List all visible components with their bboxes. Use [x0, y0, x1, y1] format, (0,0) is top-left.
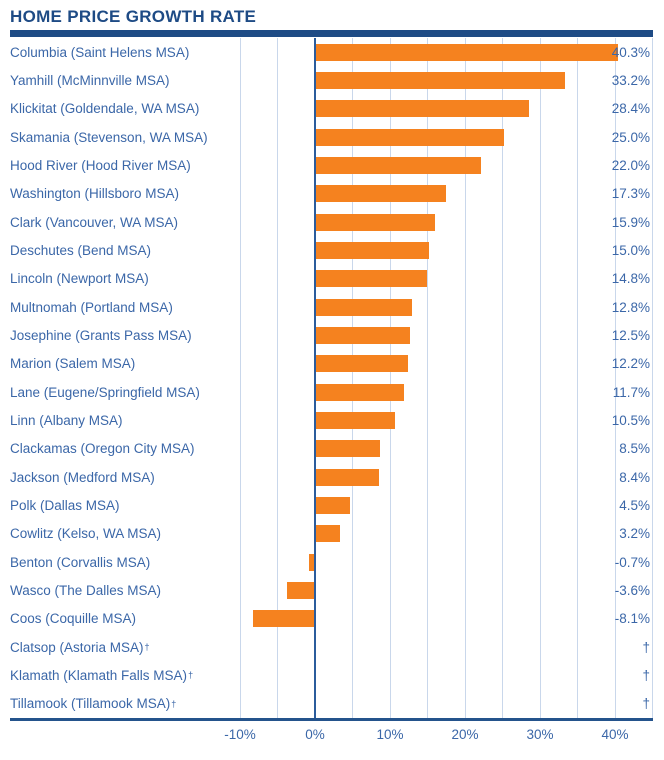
bar: [316, 100, 529, 118]
category-label: Jackson (Medford MSA): [10, 469, 155, 485]
category-label: Polk (Dallas MSA): [10, 497, 120, 513]
category-label: Hood River (Hood River MSA): [10, 157, 191, 173]
value-label: †: [642, 667, 650, 683]
category-label: Lane (Eugene/Springfield MSA): [10, 384, 200, 400]
gridline--10pct: [239, 38, 241, 718]
value-label: 33.2%: [611, 72, 650, 88]
value-label: 14.8%: [611, 271, 650, 287]
value-label: -0.7%: [614, 554, 650, 570]
category-label: Multnomah (Portland MSA): [10, 299, 173, 315]
value-label: 11.7%: [612, 384, 650, 400]
bar: [316, 411, 395, 429]
bar: [316, 326, 410, 344]
category-label: Lincoln (Newport MSA): [10, 271, 149, 287]
value-label: 8.4%: [619, 469, 650, 485]
bar: [253, 610, 314, 628]
gridline--5pct: [277, 38, 278, 718]
value-label: 3.2%: [619, 526, 650, 542]
bottom-axis-line: [10, 718, 653, 721]
value-label: 15.0%: [611, 242, 650, 258]
category-label: Clark (Vancouver, WA MSA): [10, 214, 179, 230]
category-label: Columbia (Saint Helens MSA): [10, 44, 190, 60]
value-label: -8.1%: [614, 611, 650, 627]
bar: [316, 71, 565, 89]
bar: [316, 496, 350, 514]
category-label: Linn (Albany MSA): [10, 412, 123, 428]
bar: [316, 156, 481, 174]
x-tick-label: 0%: [305, 727, 325, 742]
bar: [316, 355, 408, 373]
bar: [316, 468, 379, 486]
bar: [316, 43, 619, 61]
value-label: 40.3%: [611, 44, 650, 60]
value-label: †: [642, 639, 650, 655]
category-label: Cowlitz (Kelso, WA MSA): [10, 526, 162, 542]
value-label: 28.4%: [611, 101, 650, 117]
gridline-15pct: [427, 38, 428, 718]
category-label: Skamania (Stevenson, WA MSA): [10, 129, 208, 145]
value-label: 15.9%: [611, 214, 650, 230]
value-label: 12.2%: [611, 356, 650, 372]
bar: [316, 213, 436, 231]
category-label: Marion (Salem MSA): [10, 356, 136, 372]
category-label: Yamhill (McMinnville MSA): [10, 72, 170, 88]
bar: [316, 525, 340, 543]
title-rule: [10, 30, 653, 37]
gridline-5pct: [352, 38, 353, 718]
gridline-20pct: [464, 38, 466, 718]
value-label: 17.3%: [611, 186, 650, 202]
value-label: 8.5%: [619, 441, 650, 457]
value-label: 12.8%: [611, 299, 650, 315]
bar: [316, 270, 427, 288]
x-tick-label: 30%: [526, 727, 554, 742]
value-label: †: [642, 696, 650, 712]
value-label: 10.5%: [611, 412, 650, 428]
gridline-35pct: [577, 38, 578, 718]
category-label: Clackamas (Oregon City MSA): [10, 441, 195, 457]
gridline-30pct: [539, 38, 541, 718]
category-label: Wasco (The Dalles MSA): [10, 582, 162, 598]
value-label: -3.6%: [614, 582, 650, 598]
category-label: Tillamook (Tillamook MSA) †: [10, 696, 177, 712]
x-tick-label: 20%: [451, 727, 479, 742]
value-label: 22.0%: [611, 157, 650, 173]
category-label: Klamath (Klamath Falls MSA) †: [10, 667, 194, 683]
category-label: Benton (Corvallis MSA): [10, 554, 151, 570]
zero-axis-line: [314, 38, 316, 718]
category-label: Klickitat (Goldendale, WA MSA): [10, 101, 200, 117]
category-label: Josephine (Grants Pass MSA): [10, 327, 192, 343]
x-tick-label: 10%: [376, 727, 404, 742]
gridline-45pct: [652, 38, 653, 718]
bar: [316, 383, 404, 401]
bar: [316, 128, 504, 146]
bar: [287, 581, 314, 599]
bar: [316, 298, 412, 316]
value-label: 12.5%: [611, 327, 650, 343]
category-label: Coos (Coquille MSA): [10, 611, 137, 627]
x-tick-label: -10%: [224, 727, 256, 742]
gridline-10pct: [389, 38, 391, 718]
bar: [316, 185, 446, 203]
bar: [308, 553, 314, 571]
bar: [316, 440, 380, 458]
chart-title: HOME PRICE GROWTH RATE: [10, 7, 257, 26]
category-label: Washington (Hillsboro MSA): [10, 186, 180, 202]
category-label: Deschutes (Bend MSA): [10, 242, 152, 258]
x-tick-label: 40%: [601, 727, 629, 742]
value-label: 4.5%: [619, 497, 650, 513]
gridline-25pct: [502, 38, 503, 718]
bar: [316, 241, 429, 259]
gridline-40pct: [614, 38, 616, 718]
value-label: 25.0%: [611, 129, 650, 145]
category-label: Clatsop (Astoria MSA) †: [10, 639, 150, 655]
